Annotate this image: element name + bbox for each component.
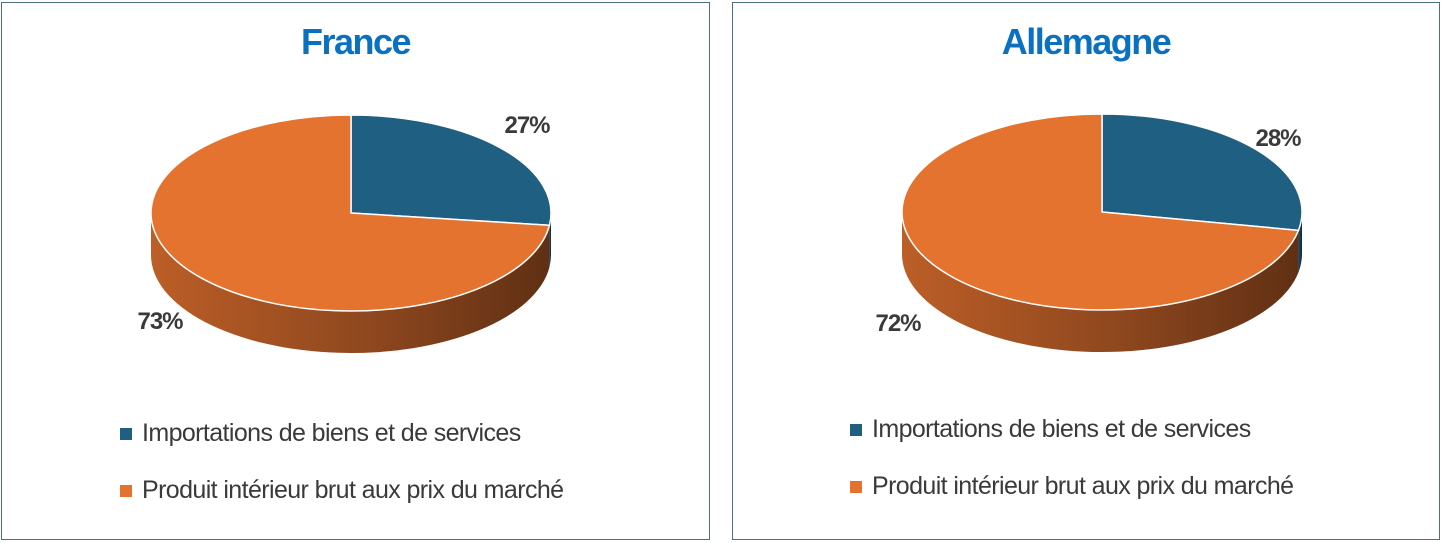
legend-swatch <box>850 424 862 436</box>
pie-chart: 27% 73% <box>137 112 552 353</box>
data-label: 73% <box>137 308 183 335</box>
data-label: 72% <box>875 310 921 337</box>
pie-slice-side <box>902 212 1299 352</box>
chart-panel-allemagne: Allemagne 28% 72% Importations de biens e… <box>732 2 1440 540</box>
data-label: 27% <box>504 112 550 139</box>
chart-panel-france: France 27% 73% Importations de biens et d… <box>1 2 710 540</box>
data-label: 28% <box>1255 125 1301 152</box>
legend-label: Importations de biens et de services <box>142 419 521 447</box>
pie-chart: 28% 72% <box>875 113 1303 352</box>
legend-swatch <box>120 485 132 497</box>
pie-slice-side <box>151 213 550 353</box>
chart-title: France <box>300 21 412 62</box>
chart-title: Allemagne <box>1001 21 1172 62</box>
legend-label: Produit intérieur brut aux prix du march… <box>872 472 1294 500</box>
pie-slice-side <box>1298 212 1302 273</box>
pie-slice <box>901 113 1300 311</box>
pie-slice <box>150 114 551 312</box>
legend-label: Produit intérieur brut aux prix du march… <box>142 476 564 504</box>
legend-swatch <box>850 481 862 493</box>
pie-slice <box>1101 113 1303 232</box>
pie-slice <box>350 114 552 227</box>
legend-label: Importations de biens et de services <box>872 415 1251 443</box>
legend-swatch <box>120 428 132 440</box>
